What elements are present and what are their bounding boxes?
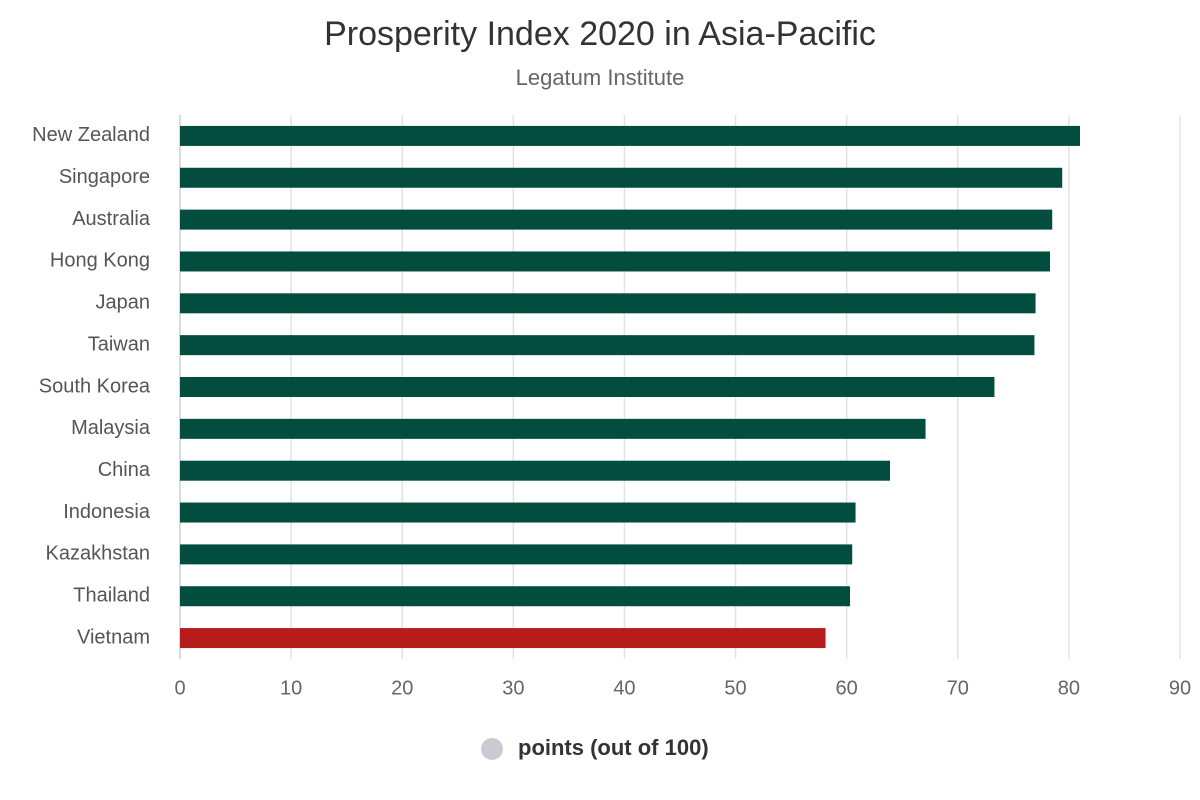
x-tick-label: 10 [280, 677, 302, 699]
y-tick-label: Australia [72, 208, 151, 230]
bar [180, 335, 1035, 356]
x-tick-label: 70 [947, 677, 969, 699]
chart-title: Prosperity Index 2020 in Asia-Pacific [324, 15, 876, 53]
x-tick-label: 40 [613, 677, 635, 699]
bar [180, 628, 826, 649]
bar [180, 460, 890, 481]
x-tick-label: 0 [174, 677, 185, 699]
y-tick-label: Hong Kong [50, 250, 150, 272]
x-tick-label: 90 [1169, 677, 1191, 699]
bar [180, 251, 1050, 272]
y-tick-label: Japan [96, 292, 151, 314]
x-tick-label: 20 [391, 677, 413, 699]
chart-subtitle: Legatum Institute [516, 65, 685, 90]
y-tick-label: Vietnam [77, 626, 150, 648]
y-tick-label: China [98, 459, 151, 481]
y-tick-label: Indonesia [63, 501, 151, 523]
y-tick-label: Kazakhstan [45, 543, 150, 565]
legend-label[interactable]: points (out of 100) [518, 735, 709, 760]
bar [180, 209, 1053, 230]
bar [180, 125, 1080, 146]
bar [180, 377, 995, 397]
y-tick-label: New Zealand [32, 124, 150, 146]
y-tick-label: Malaysia [71, 417, 151, 439]
y-tick-label: Taiwan [88, 333, 150, 355]
y-tick-label: Singapore [59, 166, 150, 188]
bar [180, 167, 1063, 188]
y-tick-label: Thailand [73, 585, 150, 607]
x-tick-label: 30 [502, 677, 524, 699]
x-tick-label: 50 [724, 677, 746, 699]
x-tick-label: 80 [1058, 677, 1080, 699]
bar [180, 293, 1036, 314]
bar [180, 418, 926, 439]
bar [180, 502, 856, 523]
x-tick-label: 60 [836, 677, 858, 699]
legend-marker [481, 738, 503, 760]
bar [180, 586, 850, 607]
y-tick-label: South Korea [39, 375, 151, 397]
bar [180, 544, 853, 565]
